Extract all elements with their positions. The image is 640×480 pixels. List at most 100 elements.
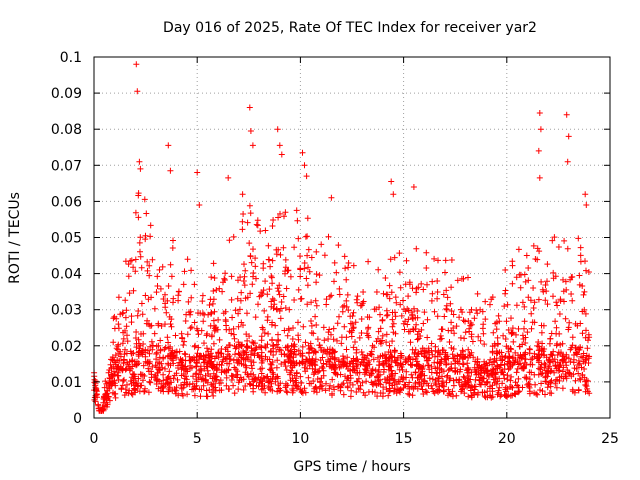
- data-point: [428, 363, 435, 370]
- data-point: [210, 380, 217, 387]
- spike-point: [564, 158, 571, 165]
- data-point: [243, 351, 250, 358]
- data-point: [544, 384, 551, 391]
- data-point: [416, 372, 423, 379]
- data-point: [234, 368, 241, 375]
- data-point: [461, 390, 468, 397]
- data-point: [147, 233, 154, 240]
- data-point: [326, 326, 333, 333]
- data-point: [138, 348, 145, 354]
- data-point: [552, 380, 559, 387]
- data-point: [489, 343, 496, 350]
- data-point: [377, 371, 383, 378]
- data-point: [394, 355, 401, 361]
- data-point: [156, 354, 163, 361]
- data-point: [117, 348, 124, 355]
- data-point: [564, 245, 571, 252]
- data-point: [399, 367, 406, 373]
- data-point: [327, 382, 333, 389]
- data-point: [516, 355, 523, 361]
- data-point: [579, 283, 586, 289]
- data-point: [563, 362, 570, 369]
- data-point: [197, 371, 204, 378]
- data-point: [200, 382, 207, 389]
- data-point: [276, 387, 283, 394]
- data-point: [513, 302, 520, 309]
- data-point: [270, 305, 277, 312]
- data-point: [305, 342, 312, 349]
- spike-point: [303, 173, 310, 180]
- data-point: [234, 295, 241, 302]
- data-point: [580, 350, 587, 357]
- data-point: [264, 356, 271, 363]
- data-point: [235, 386, 242, 393]
- data-point: [568, 291, 575, 297]
- data-point: [516, 388, 523, 395]
- data-point: [242, 267, 249, 274]
- data-point: [268, 274, 275, 281]
- data-point: [364, 314, 371, 320]
- data-point: [319, 354, 326, 361]
- data-point: [583, 327, 589, 334]
- data-point: [359, 351, 366, 358]
- spike-point: [536, 174, 543, 181]
- data-point: [365, 334, 372, 341]
- data-point: [277, 315, 284, 322]
- data-point: [413, 361, 420, 368]
- data-point: [499, 380, 506, 387]
- data-point: [439, 373, 445, 380]
- data-point: [419, 368, 426, 375]
- data-point: [142, 385, 148, 392]
- data-point: [273, 251, 280, 258]
- data-point: [149, 363, 156, 370]
- data-point: [204, 393, 211, 400]
- data-point: [397, 284, 404, 291]
- data-point: [519, 299, 526, 306]
- data-point: [535, 351, 542, 358]
- spike-point: [247, 128, 254, 134]
- data-point: [526, 376, 533, 383]
- data-point: [191, 281, 198, 288]
- data-point: [128, 390, 135, 397]
- data-point: [281, 351, 288, 358]
- data-point: [443, 361, 450, 368]
- data-point: [497, 369, 504, 376]
- data-point: [181, 350, 188, 357]
- data-point: [277, 251, 284, 258]
- data-point: [210, 340, 217, 347]
- data-point: [275, 214, 282, 221]
- data-point: [323, 296, 330, 303]
- data-point: [359, 356, 366, 363]
- data-point: [535, 296, 542, 303]
- spike-point: [274, 126, 281, 133]
- data-point: [365, 258, 372, 265]
- data-point: [248, 259, 255, 266]
- data-point: [453, 323, 460, 330]
- data-point: [509, 258, 516, 265]
- data-point: [317, 383, 324, 390]
- data-point: [269, 336, 276, 343]
- data-point: [350, 309, 357, 316]
- data-point: [431, 308, 438, 315]
- data-point: [148, 338, 155, 345]
- spike-point: [133, 61, 140, 68]
- data-point: [379, 393, 386, 400]
- data-point: [504, 376, 511, 383]
- data-point: [575, 370, 582, 377]
- data-point: [398, 364, 405, 370]
- data-point: [270, 345, 277, 352]
- data-point: [288, 367, 295, 374]
- data-point: [555, 244, 562, 250]
- data-point: [206, 302, 213, 308]
- data-point: [277, 380, 284, 387]
- data-point: [358, 302, 365, 309]
- data-point: [507, 363, 514, 370]
- data-point: [306, 268, 313, 275]
- data-point: [334, 320, 341, 327]
- data-point: [534, 245, 541, 252]
- data-point: [164, 334, 171, 341]
- data-point: [450, 377, 457, 384]
- data-point: [270, 371, 277, 378]
- data-point: [486, 385, 493, 392]
